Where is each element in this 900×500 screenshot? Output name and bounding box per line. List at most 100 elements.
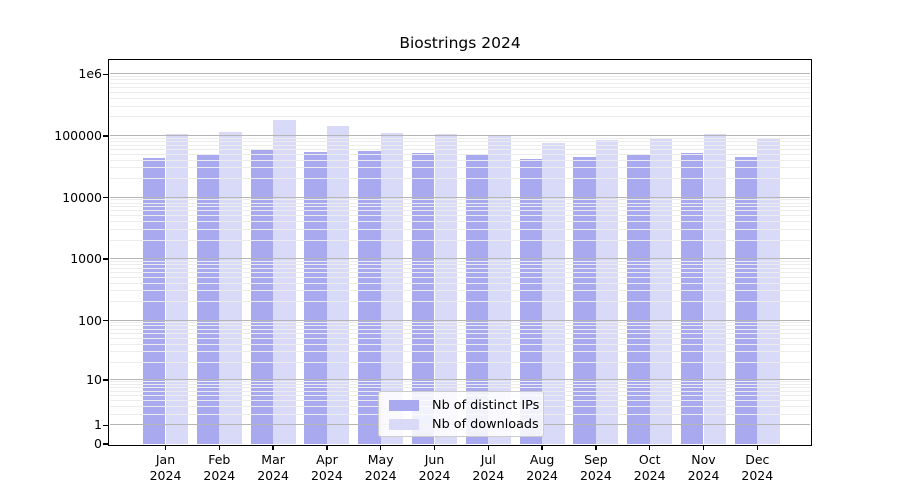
bar-nb-of-distinct-ips-may bbox=[358, 150, 381, 444]
minor-gridline bbox=[110, 221, 810, 223]
minor-gridline bbox=[110, 105, 810, 107]
minor-gridline bbox=[110, 267, 810, 269]
minor-gridline bbox=[110, 76, 810, 78]
minor-gridline bbox=[110, 91, 810, 93]
y-tick bbox=[102, 135, 109, 137]
x-tick bbox=[595, 445, 597, 451]
y-tick bbox=[102, 73, 109, 76]
y-tick-label: 100000 bbox=[54, 127, 102, 143]
y-tick bbox=[102, 424, 109, 427]
plot-area bbox=[110, 61, 810, 444]
minor-gridline bbox=[110, 210, 810, 212]
x-tick-label-dec: Dec 2024 bbox=[741, 452, 774, 483]
minor-gridline bbox=[110, 337, 810, 339]
minor-gridline bbox=[110, 153, 810, 155]
chart-title: Biostrings 2024 bbox=[399, 34, 521, 52]
x-tick-label-aug: Aug 2024 bbox=[526, 452, 558, 483]
legend-label-distinct-ips: Nb of distinct IPs bbox=[432, 398, 540, 413]
legend-item-downloads: Nb of downloads bbox=[379, 415, 543, 434]
bar-nb-of-downloads-jan bbox=[165, 133, 189, 444]
x-tick bbox=[702, 445, 705, 451]
minor-gridline bbox=[110, 322, 810, 324]
minor-gridline bbox=[110, 384, 810, 386]
minor-gridline bbox=[110, 276, 810, 278]
minor-gridline bbox=[110, 87, 810, 89]
y-tick-label: 10 bbox=[86, 371, 102, 387]
x-tick bbox=[541, 445, 543, 451]
x-tick bbox=[756, 445, 759, 451]
bar-nb-of-downloads-feb bbox=[219, 132, 242, 444]
x-tick bbox=[164, 445, 167, 451]
legend-swatch-distinct-ips bbox=[389, 400, 419, 411]
minor-gridline bbox=[110, 206, 810, 208]
bar-nb-of-downloads-mar bbox=[273, 119, 296, 444]
x-tick-label-feb: Feb 2024 bbox=[203, 452, 236, 483]
minor-gridline bbox=[110, 137, 810, 139]
minor-gridline bbox=[110, 228, 810, 230]
minor-gridline bbox=[110, 328, 810, 330]
bar-nb-of-distinct-ips-nov bbox=[680, 153, 704, 444]
minor-gridline bbox=[110, 215, 810, 217]
minor-gridline bbox=[110, 79, 810, 81]
minor-gridline bbox=[110, 387, 810, 389]
bar-nb-of-distinct-ips-feb bbox=[196, 154, 220, 444]
x-tick-label-oct: Oct 2024 bbox=[633, 452, 666, 483]
bar-nb-of-downloads-aug bbox=[542, 143, 565, 444]
y-tick-label: 100 bbox=[78, 312, 102, 328]
y-tick-label: 1000 bbox=[70, 251, 102, 267]
legend-label-downloads: Nb of downloads bbox=[432, 417, 539, 432]
x-tick-label-apr: Apr 2024 bbox=[310, 452, 343, 483]
minor-gridline bbox=[110, 199, 810, 201]
y-tick bbox=[102, 443, 109, 445]
bar-nb-of-downloads-nov bbox=[703, 134, 727, 444]
minor-gridline bbox=[110, 301, 810, 303]
x-tick-label-may: May 2024 bbox=[364, 452, 397, 483]
minor-gridline bbox=[110, 325, 810, 327]
minor-gridline bbox=[110, 202, 810, 204]
minor-gridline bbox=[110, 178, 810, 180]
bar-nb-of-distinct-ips-mar bbox=[250, 149, 274, 444]
bar-nb-of-distinct-ips-sep bbox=[573, 156, 596, 444]
x-tick bbox=[218, 445, 221, 451]
minor-gridline bbox=[110, 144, 810, 146]
x-tick bbox=[326, 445, 328, 451]
minor-gridline bbox=[110, 82, 810, 84]
minor-gridline bbox=[110, 361, 810, 363]
major-gridline bbox=[110, 196, 810, 198]
bar-nb-of-distinct-ips-dec bbox=[734, 156, 758, 444]
x-tick bbox=[272, 445, 274, 451]
minor-gridline bbox=[110, 282, 810, 284]
minor-gridline bbox=[110, 116, 810, 118]
minor-gridline bbox=[110, 159, 810, 161]
minor-gridline bbox=[110, 140, 810, 142]
legend-swatch-downloads bbox=[389, 419, 419, 430]
x-tick-label-jun: Jun 2024 bbox=[418, 452, 451, 483]
x-tick-label-jan: Jan 2024 bbox=[149, 452, 182, 483]
minor-gridline bbox=[110, 264, 810, 266]
y-tick bbox=[102, 319, 109, 322]
x-tick bbox=[648, 445, 651, 451]
bar-nb-of-distinct-ips-jun bbox=[411, 152, 435, 444]
y-tick-label: 1e6 bbox=[78, 66, 102, 82]
y-tick-label: 1 bbox=[94, 417, 102, 433]
y-tick-label: 0 bbox=[94, 436, 102, 451]
minor-gridline bbox=[110, 261, 810, 262]
y-tick bbox=[102, 258, 109, 260]
minor-gridline bbox=[110, 343, 810, 345]
major-gridline bbox=[110, 319, 810, 321]
minor-gridline bbox=[110, 97, 810, 99]
minor-gridline bbox=[110, 290, 810, 292]
x-tick bbox=[433, 445, 436, 451]
x-tick bbox=[487, 445, 490, 451]
minor-gridline bbox=[110, 333, 810, 335]
legend-item-distinct-ips: Nb of distinct IPs bbox=[379, 396, 543, 415]
minor-gridline bbox=[110, 167, 810, 169]
major-gridline bbox=[110, 378, 810, 380]
minor-gridline bbox=[110, 351, 810, 353]
major-gridline bbox=[110, 73, 810, 75]
y-tick bbox=[102, 196, 109, 199]
y-tick bbox=[102, 379, 109, 381]
bar-nb-of-distinct-ips-jul bbox=[465, 154, 489, 444]
x-tick-label-mar: Mar 2024 bbox=[257, 452, 289, 483]
